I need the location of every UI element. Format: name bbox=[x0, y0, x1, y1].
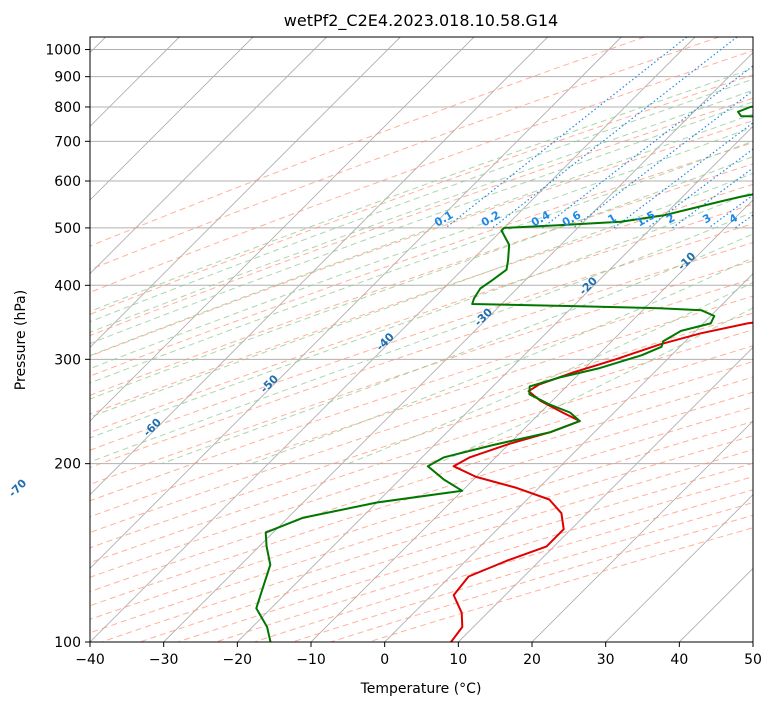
dry-adiabat-line bbox=[90, 37, 645, 247]
x-tick-label: 30 bbox=[597, 652, 615, 668]
isotherm-line bbox=[90, 37, 401, 348]
dry-adiabat-line bbox=[90, 120, 753, 357]
moist-adiabat-line bbox=[348, 281, 753, 465]
moist-adiabat-line bbox=[251, 257, 753, 465]
x-tick-label: 40 bbox=[670, 652, 688, 668]
dry-adiabat-line bbox=[90, 37, 720, 271]
dry-adiabat-line bbox=[292, 502, 753, 642]
y-tick-label: 1000 bbox=[45, 43, 81, 59]
y-tick-label: 500 bbox=[54, 221, 81, 237]
temperature-profile-line bbox=[450, 321, 753, 642]
x-tick-label: 50 bbox=[744, 652, 762, 668]
dewpoint-profile-line bbox=[255, 105, 753, 642]
mixing-ratio-line bbox=[734, 214, 753, 229]
isotherm-line bbox=[90, 37, 475, 422]
line-labels: 0.10.20.40.611.5234-100-90-80-70-60-50-4… bbox=[6, 208, 740, 500]
isotherm-line bbox=[90, 37, 622, 569]
moist-adiabat-line bbox=[90, 156, 753, 400]
dry-adiabat-line bbox=[177, 462, 753, 642]
isotherm-line bbox=[605, 494, 753, 642]
mixing-ratio-line bbox=[445, 37, 688, 229]
isotherm-line bbox=[458, 346, 753, 642]
y-tick-label: 100 bbox=[54, 635, 81, 651]
x-tick-label: −30 bbox=[149, 652, 179, 668]
dry-adiabat-line bbox=[90, 329, 753, 549]
x-axis-label: Temperature (°C) bbox=[360, 681, 482, 697]
dry-adiabat-line bbox=[90, 163, 753, 396]
mixing-ratio-label: 3 bbox=[700, 211, 713, 226]
mixing-ratio-line bbox=[492, 37, 738, 229]
moist-adiabat-line bbox=[437, 307, 753, 465]
dry-adiabat-line bbox=[90, 183, 753, 415]
mixing-ratio-line bbox=[572, 89, 753, 229]
moist-adiabat-line bbox=[90, 211, 753, 463]
moist-adiabat-line bbox=[90, 126, 753, 370]
axes: −40 −30 −20 −10 0 10 20 30 40 50 1000 900 800 700 600 5… bbox=[45, 43, 762, 668]
moist-adiabat-line bbox=[90, 67, 753, 313]
mixing-ratio-label: 0.1 bbox=[432, 208, 455, 229]
x-tick-label: 10 bbox=[449, 652, 467, 668]
x-tick-label: −40 bbox=[75, 652, 105, 668]
adiabat-label: -30 bbox=[472, 305, 495, 328]
isotherm-line bbox=[163, 52, 753, 642]
y-tick-label: 200 bbox=[54, 457, 81, 473]
x-tick-label: −10 bbox=[296, 652, 326, 668]
dry-adiabat-line bbox=[90, 50, 753, 293]
dry-adiabat-line bbox=[254, 489, 753, 642]
moist-adiabat-line bbox=[90, 89, 753, 333]
y-tick-label: 300 bbox=[54, 352, 81, 368]
dry-adiabat-line bbox=[90, 142, 753, 377]
adiabat-label: -50 bbox=[258, 372, 281, 395]
isotherm-line bbox=[237, 125, 753, 642]
y-axis-label: Pressure (hPa) bbox=[13, 290, 29, 390]
moist-adiabat-line bbox=[90, 101, 753, 345]
plot-frame bbox=[89, 36, 754, 643]
dry-adiabat-line bbox=[330, 514, 753, 642]
dry-adiabat-line bbox=[90, 345, 753, 564]
adiabat-label: -20 bbox=[577, 274, 600, 297]
y-tick-label: 400 bbox=[54, 278, 81, 294]
mixing-ratio-line bbox=[672, 167, 753, 229]
moist-adiabat-line bbox=[90, 78, 753, 323]
isotherm-line bbox=[752, 641, 753, 642]
isotherm-line bbox=[531, 420, 753, 642]
moist-adiabat-line bbox=[90, 140, 753, 384]
isotherm-line bbox=[90, 37, 254, 201]
y-tick-label: 600 bbox=[54, 174, 81, 190]
y-tick-label: 700 bbox=[54, 134, 81, 150]
x-tick-label: 0 bbox=[380, 652, 389, 668]
isotherm-line bbox=[90, 37, 327, 275]
x-tick-label: −20 bbox=[223, 652, 253, 668]
mixing-ratio-label: 2 bbox=[664, 211, 677, 226]
mixing-ratio-label: 1 bbox=[606, 211, 619, 226]
y-tick-label: 800 bbox=[54, 100, 81, 116]
isotherm-line bbox=[90, 37, 696, 642]
y-tick-label: 900 bbox=[54, 70, 81, 86]
moist-adiabat-line bbox=[90, 172, 753, 418]
mixing-ratio-line bbox=[613, 122, 753, 229]
moist-adiabat-line bbox=[90, 113, 753, 357]
moist-adiabat-line bbox=[161, 233, 753, 465]
isotherm-line bbox=[310, 199, 753, 642]
mixing-ratio-label: 1.5 bbox=[634, 208, 657, 229]
adiabat-label: -70 bbox=[6, 476, 29, 499]
adiabat-label: -10 bbox=[675, 249, 698, 272]
isotherm-line bbox=[90, 37, 548, 496]
isotherm-line bbox=[384, 273, 753, 642]
dry-adiabat-line bbox=[101, 435, 753, 642]
mixing-ratio-line bbox=[542, 65, 753, 229]
x-tick-label: 20 bbox=[523, 652, 541, 668]
background-lines bbox=[90, 37, 753, 642]
dry-adiabat-line bbox=[215, 476, 753, 642]
chart-title: wetPf2_C2E4.2023.018.10.58.G14 bbox=[284, 11, 558, 31]
profile-lines bbox=[255, 105, 753, 642]
dry-adiabat-line bbox=[90, 97, 753, 337]
dry-adiabat-line bbox=[90, 361, 753, 578]
dry-adiabat-line bbox=[139, 449, 753, 642]
isotherm-line bbox=[679, 567, 753, 642]
adiabat-label: -40 bbox=[374, 330, 397, 353]
